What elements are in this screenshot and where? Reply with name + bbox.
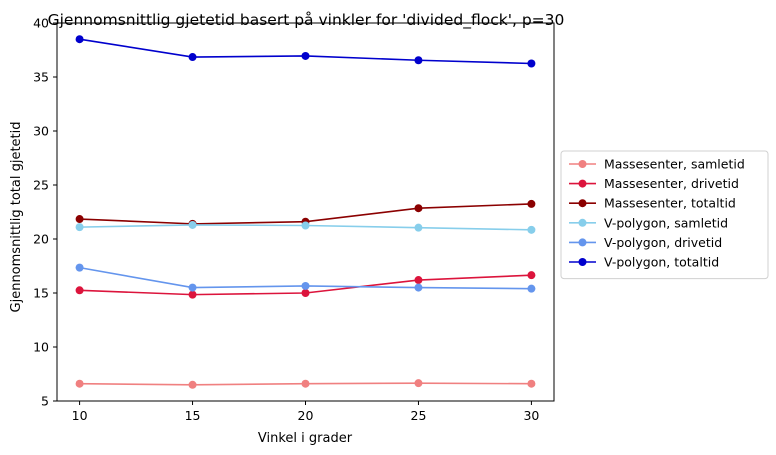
legend-marker [578, 238, 587, 247]
y-tick-label: 30 [33, 124, 49, 139]
legend-entry: Massesenter, samletid [569, 157, 745, 172]
data-point [75, 215, 84, 224]
data-point [527, 271, 536, 280]
legend-marker [578, 160, 587, 168]
data-point [188, 290, 197, 299]
data-point [188, 220, 197, 229]
data-point [75, 35, 84, 44]
legend-label: Massesenter, samletid [604, 157, 745, 172]
data-point [188, 53, 197, 62]
data-point [75, 379, 84, 388]
data-point [414, 379, 423, 388]
y-tick-label: 35 [33, 70, 49, 85]
y-tick-label: 5 [41, 394, 49, 409]
legend-entry: V-polygon, drivetid [569, 235, 722, 250]
legend-label: V-polygon, samletid [604, 215, 728, 230]
legend-marker [578, 179, 587, 188]
y-tick-label: 15 [33, 286, 49, 301]
axes-frame [56, 22, 555, 402]
legend-marker [578, 258, 587, 266]
series-4 [75, 220, 536, 234]
data-point [301, 281, 310, 290]
data-point [301, 51, 310, 60]
data-point [527, 225, 536, 234]
legend-box [560, 150, 769, 280]
plot-area [75, 35, 536, 389]
x-axis-label: Vinkel i grader [258, 431, 353, 446]
data-point [414, 223, 423, 232]
data-point [301, 289, 310, 297]
data-point [75, 263, 84, 272]
legend-entry: V-polygon, samletid [569, 215, 728, 230]
data-point [75, 223, 84, 232]
legend-label: V-polygon, totaltid [604, 255, 719, 270]
axes: 10 15 20 25 30 5 10 15 20 25 30 35 40 [33, 16, 555, 423]
data-point [301, 221, 310, 230]
y-tick-label: 25 [33, 178, 49, 193]
series-1 [75, 379, 536, 389]
legend: Massesenter, samletid Massesenter, drivet… [560, 150, 769, 280]
data-point [527, 59, 536, 68]
series-6 [75, 35, 536, 68]
series-5 [75, 263, 536, 293]
data-point [414, 283, 423, 292]
legend-entry: Massesenter, totaltid [569, 196, 736, 211]
legend-entry: Massesenter, drivetid [569, 176, 739, 191]
legend-label: V-polygon, drivetid [604, 235, 722, 250]
data-point [414, 56, 423, 65]
y-axis-label: Gjennomsnittlig total gjetetid [9, 122, 24, 313]
data-point [527, 199, 536, 208]
data-point [527, 284, 536, 293]
data-point [301, 379, 310, 388]
data-point [414, 204, 423, 213]
data-point [414, 276, 423, 285]
x-tick-label: 15 [185, 408, 201, 423]
legend-marker [578, 199, 587, 208]
legend-marker [578, 218, 587, 227]
legend-label: Massesenter, totaltid [604, 196, 736, 211]
y-tick-label: 20 [33, 232, 49, 247]
series-2 [75, 271, 536, 299]
data-point [527, 379, 536, 388]
y-tick-label: 10 [33, 340, 49, 355]
data-point [75, 286, 84, 295]
data-point [188, 380, 197, 389]
x-tick-label: 10 [72, 408, 88, 423]
x-tick-label: 25 [411, 408, 427, 423]
x-tick-label: 30 [523, 408, 539, 423]
chart-title: Gjennomsnittlig gjetetid basert på vinkl… [48, 11, 565, 30]
x-tick-label: 20 [298, 408, 314, 423]
legend-entry: V-polygon, totaltid [569, 255, 719, 270]
legend-label: Massesenter, drivetid [604, 176, 739, 191]
data-point [188, 283, 197, 292]
y-tick-label: 40 [33, 16, 49, 31]
